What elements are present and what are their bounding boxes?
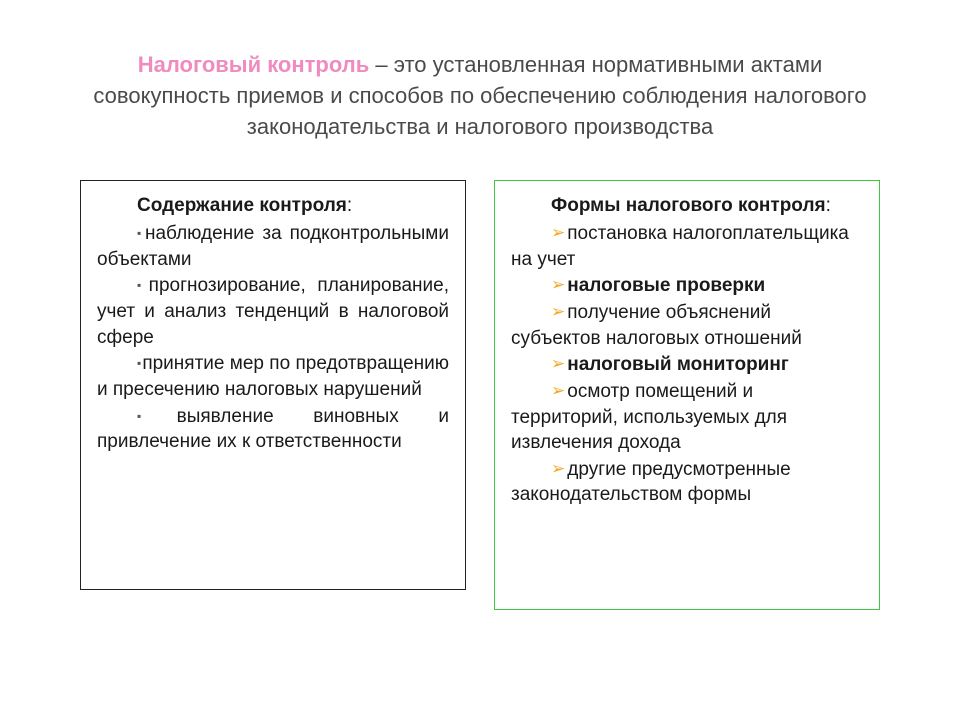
arrow-bullet-icon: ➢: [551, 381, 565, 400]
list-item: ➢получение объяснений субъектов налоговы…: [511, 300, 863, 351]
list-item: ➢постановка налогоплательщика на учет: [511, 221, 863, 272]
arrow-bullet-icon: ➢: [551, 459, 565, 478]
arrow-bullet-icon: ➢: [551, 223, 565, 242]
arrow-bullet-icon: ➢: [551, 354, 565, 373]
left-box: Содержание контроля: ▪наблюдение за подк…: [80, 180, 466, 590]
right-title-bold: Формы налогового контроля: [551, 195, 826, 216]
right-items-list: ➢постановка налогоплательщика на учет➢на…: [511, 221, 863, 508]
left-box-title: Содержание контроля:: [97, 193, 449, 219]
square-bullet-icon: ▪: [137, 409, 176, 423]
term-highlight: Налоговый контроль: [138, 52, 370, 77]
right-box: Формы налогового контроля: ➢постановка н…: [494, 180, 880, 610]
left-title-tail: :: [347, 195, 352, 216]
list-item: ➢другие предусмотренные законодательство…: [511, 457, 863, 508]
right-title-tail: :: [826, 195, 831, 216]
left-items-list: ▪наблюдение за подконтрольными объектами…: [97, 221, 449, 455]
arrow-bullet-icon: ➢: [551, 275, 565, 294]
list-item: ▪принятие мер по предотвращению и пресеч…: [97, 351, 449, 402]
square-bullet-icon: ▪: [137, 356, 141, 370]
list-item-text: наблюдение за подконтрольными объектами: [97, 223, 449, 270]
arrow-bullet-icon: ➢: [551, 302, 565, 321]
list-item-text: налоговый мониторинг: [567, 354, 789, 375]
list-item: ▪прогнозирование, планирование, учет и а…: [97, 273, 449, 350]
list-item-text: налоговые проверки: [567, 275, 765, 296]
square-bullet-icon: ▪: [137, 278, 148, 292]
right-box-title: Формы налогового контроля:: [511, 193, 863, 219]
square-bullet-icon: ▪: [137, 226, 144, 240]
list-item: ▪выявление виновных и привлечение их к о…: [97, 404, 449, 455]
list-item: ▪наблюдение за подконтрольными объектами: [97, 221, 449, 272]
left-title-bold: Содержание контроля: [137, 195, 347, 216]
list-item: ➢осмотр помещений и территорий, использу…: [511, 379, 863, 456]
slide-header: Налоговый контроль – это установленная н…: [80, 50, 880, 142]
list-item-text: принятие мер по предотвращению и пресече…: [97, 353, 449, 400]
list-item: ➢налоговые проверки: [511, 273, 863, 299]
list-item: ➢налоговый мониторинг: [511, 352, 863, 378]
list-item-text: прогнозирование, планирование, учет и ан…: [97, 275, 449, 347]
columns-container: Содержание контроля: ▪наблюдение за подк…: [80, 180, 880, 610]
